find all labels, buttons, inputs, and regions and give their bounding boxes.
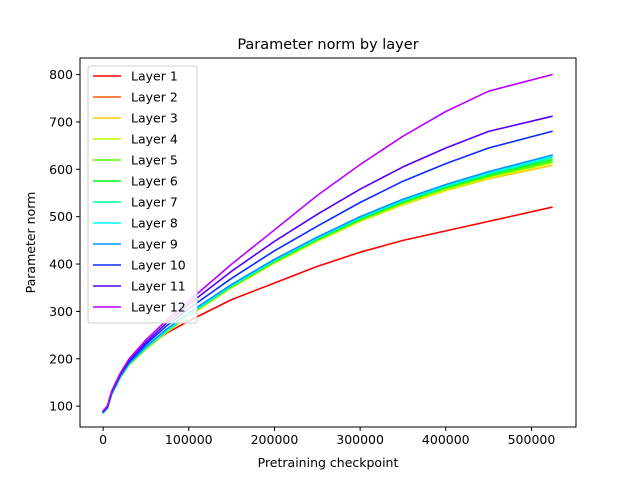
legend-label: Layer 6 [131, 174, 178, 189]
legend-label: Layer 12 [131, 300, 186, 315]
y-tick-label: 700 [49, 114, 73, 129]
y-axis: 100 200 300 400 500 600 700 800 [49, 67, 80, 414]
y-tick-label: 100 [49, 399, 73, 414]
y-tick-label: 500 [49, 209, 73, 224]
x-axis: 0 100000 200000 300000 400000 500000 [99, 427, 555, 447]
axes-frame [79, 57, 577, 428]
legend-label: Layer 4 [131, 132, 178, 147]
legend-box [87, 65, 198, 324]
x-axis-label: Pretraining checkpoint [258, 455, 399, 470]
legend: Layer 1 Layer 2 Layer 3 Layer 4 Layer 5 Layer… [87, 65, 198, 324]
legend-label: Layer 7 [131, 195, 178, 210]
series-lines [102, 73, 553, 414]
legend-label: Layer 1 [131, 69, 178, 84]
legend-label: Layer 10 [131, 258, 186, 273]
x-tick-label: 300000 [336, 432, 384, 447]
legend-label: Layer 9 [131, 237, 178, 252]
x-tick-label: 400000 [422, 432, 470, 447]
x-tick-label: 500000 [508, 432, 556, 447]
y-tick-label: 400 [49, 257, 73, 272]
y-tick-label: 600 [49, 162, 73, 177]
y-tick-label: 300 [49, 304, 73, 319]
legend-label: Layer 11 [131, 279, 186, 294]
x-tick-label: 100000 [165, 432, 213, 447]
y-axis-label: Parameter norm [23, 192, 38, 294]
plot-area [79, 57, 577, 428]
x-tick-label: 0 [99, 432, 107, 447]
legend-label: Layer 3 [131, 111, 178, 126]
legend-label: Layer 2 [131, 90, 178, 105]
y-tick-label: 800 [49, 67, 73, 82]
legend-label: Layer 5 [131, 153, 178, 168]
x-tick-label: 200000 [251, 432, 299, 447]
y-tick-label: 200 [49, 351, 73, 366]
legend-label: Layer 8 [131, 216, 178, 231]
series-line-layer-12 [102, 73, 553, 412]
chart-title: Parameter norm by layer [237, 37, 418, 53]
